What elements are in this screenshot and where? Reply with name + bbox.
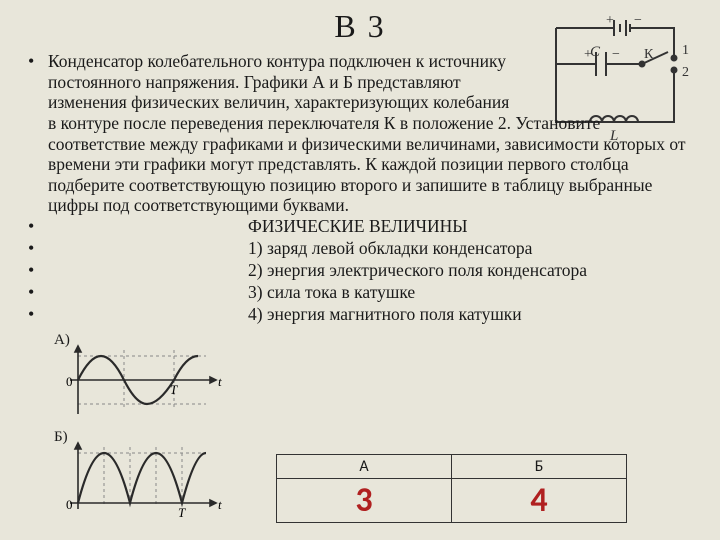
option-1-row: 1) заряд левой обкладки конденсатора bbox=[48, 238, 694, 260]
svg-text:t: t bbox=[218, 497, 222, 512]
main-paragraph-row: Конденсатор колебательного контура подкл… bbox=[48, 51, 694, 216]
value-A: 3 bbox=[277, 479, 452, 523]
svg-text:T: T bbox=[178, 505, 186, 520]
graphs-container: А) 0 T t Б) bbox=[56, 338, 231, 532]
graph-A-label: А) bbox=[54, 332, 70, 349]
svg-text:t: t bbox=[218, 374, 222, 389]
table-value-row: 3 4 bbox=[277, 479, 627, 523]
option-2: 2) энергия электрического поля конденсат… bbox=[48, 260, 694, 282]
answer-table: А Б 3 4 bbox=[276, 454, 627, 523]
option-1: 1) заряд левой обкладки конденсатора bbox=[48, 238, 694, 260]
svg-text:0: 0 bbox=[66, 497, 73, 512]
header-A: А bbox=[277, 455, 452, 479]
main-paragraph: Конденсатор колебательного контура подкл… bbox=[48, 51, 694, 216]
graph-B-label: Б) bbox=[54, 429, 68, 446]
phys-header-row: ФИЗИЧЕСКИЕ ВЕЛИЧИНЫ bbox=[48, 216, 694, 238]
header-B: Б bbox=[452, 455, 627, 479]
option-4: 4) энергия магнитного поля катушки bbox=[48, 304, 694, 326]
option-3: 3) сила тока в катушке bbox=[48, 282, 694, 304]
svg-text:0: 0 bbox=[66, 374, 73, 389]
phys-header: ФИЗИЧЕСКИЕ ВЕЛИЧИНЫ bbox=[48, 216, 694, 238]
option-3-row: 3) сила тока в катушке bbox=[48, 282, 694, 304]
svg-text:−: − bbox=[634, 14, 642, 28]
svg-text:T: T bbox=[170, 382, 178, 397]
graph-B: Б) 0 T t bbox=[56, 435, 231, 520]
table-header-row: А Б bbox=[277, 455, 627, 479]
option-4-row: 4) энергия магнитного поля катушки bbox=[48, 304, 694, 326]
svg-text:+: + bbox=[606, 14, 614, 28]
graph-A: А) 0 T t bbox=[56, 338, 231, 423]
value-B: 4 bbox=[452, 479, 627, 523]
option-2-row: 2) энергия электрического поля конденсат… bbox=[48, 260, 694, 282]
content-area: Конденсатор колебательного контура подкл… bbox=[0, 51, 720, 326]
